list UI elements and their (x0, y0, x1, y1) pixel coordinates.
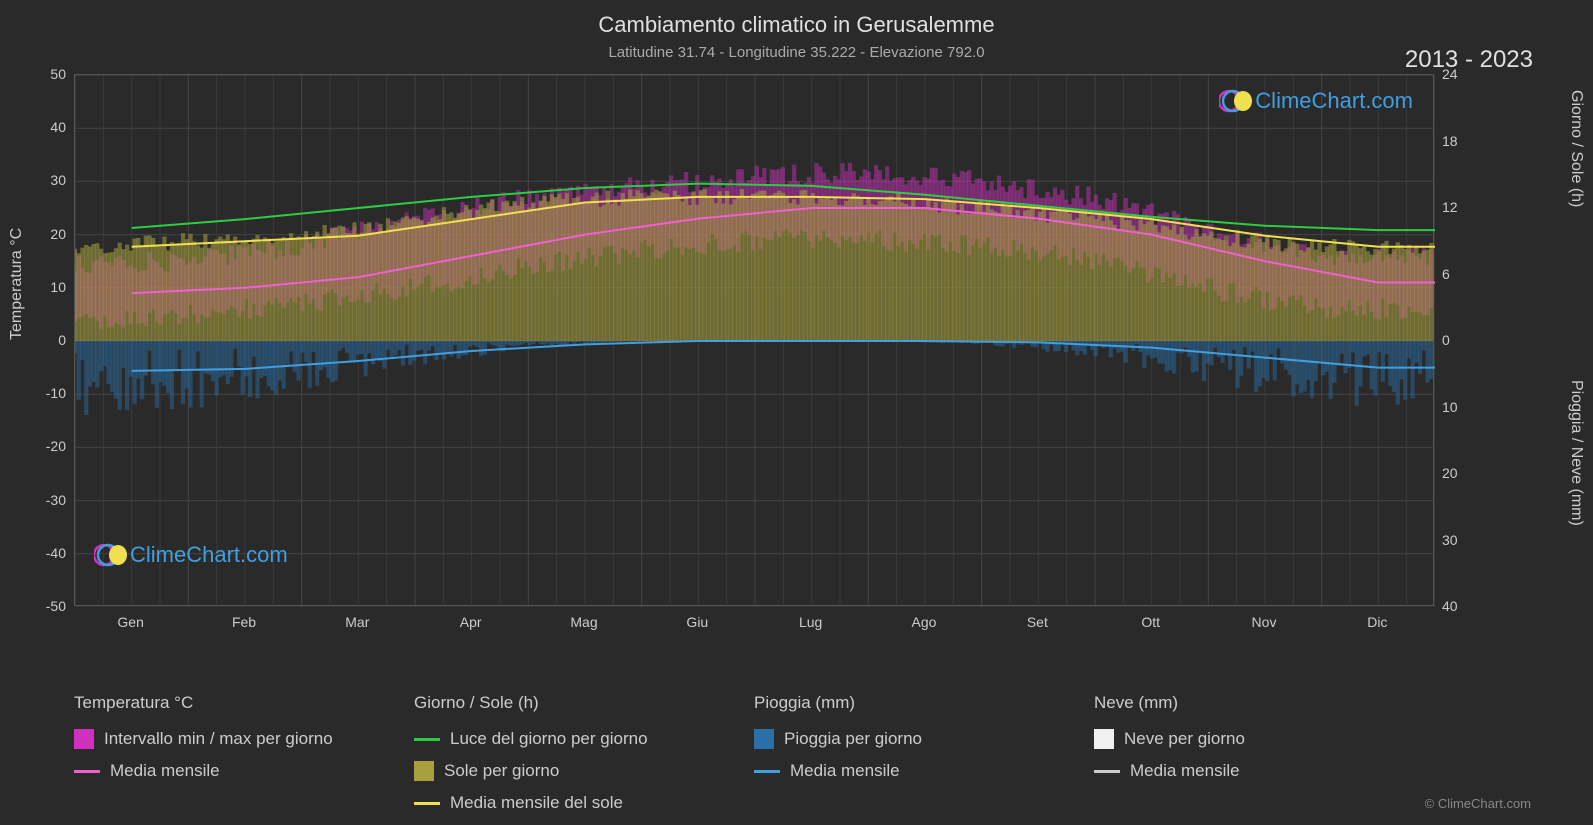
tick-label: Mag (570, 614, 597, 630)
tick-label: Giu (686, 614, 708, 630)
tick-label: 10 (26, 279, 66, 295)
tick-label: 30 (1442, 532, 1458, 548)
tick-label: 0 (1442, 332, 1450, 348)
legend-header: Giorno / Sole (h) (414, 693, 754, 713)
swatch-icon (1094, 729, 1114, 749)
swatch-icon (74, 729, 94, 749)
tick-label: Gen (117, 614, 143, 630)
legend-item: Intervallo min / max per giorno (74, 729, 414, 749)
legend-label: Neve per giorno (1124, 729, 1245, 749)
legend-label: Media mensile (790, 761, 900, 781)
legend-label: Pioggia per giorno (784, 729, 922, 749)
watermark-bottom: ClimeChart.com (94, 540, 288, 570)
watermark-text: ClimeChart.com (1255, 88, 1413, 114)
tick-label: Ott (1141, 614, 1160, 630)
logo-icon (1219, 86, 1249, 116)
tick-label: Feb (232, 614, 256, 630)
logo-icon (94, 540, 124, 570)
tick-label: 30 (26, 172, 66, 188)
tick-label: 20 (1442, 465, 1458, 481)
tick-label: -40 (26, 545, 66, 561)
legend-header: Pioggia (mm) (754, 693, 1094, 713)
legend-item: Media mensile (74, 761, 414, 781)
swatch-icon (754, 729, 774, 749)
tick-label: Mar (345, 614, 369, 630)
tick-label: 50 (26, 66, 66, 82)
legend-header: Neve (mm) (1094, 693, 1434, 713)
tick-label: 12 (1442, 199, 1458, 215)
plot-area (74, 74, 1434, 606)
tick-label: Nov (1252, 614, 1277, 630)
legend-label: Intervallo min / max per giorno (104, 729, 333, 749)
watermark-text: ClimeChart.com (130, 542, 288, 568)
y-axis-right-top-label: Giorno / Sole (h) (1567, 90, 1585, 207)
legend-header: Temperatura °C (74, 693, 414, 713)
tick-label: -30 (26, 492, 66, 508)
swatch-icon (74, 770, 100, 773)
legend-item: Sole per giorno (414, 761, 754, 781)
legend-label: Sole per giorno (444, 761, 559, 781)
tick-label: -50 (26, 598, 66, 614)
date-range: 2013 - 2023 (1405, 46, 1533, 74)
swatch-icon (1094, 770, 1120, 773)
legend-item: Media mensile del sole (414, 793, 754, 813)
legend-label: Luce del giorno per giorno (450, 729, 648, 749)
tick-label: -20 (26, 438, 66, 454)
chart-title: Cambiamento climatico in Gerusalemme (0, 0, 1593, 38)
legend-label: Media mensile del sole (450, 793, 623, 813)
tick-label: 18 (1442, 133, 1458, 149)
copyright: © ClimeChart.com (1425, 796, 1531, 811)
y-axis-left-label: Temperatura °C (8, 228, 26, 340)
legend-col-snow: Neve (mm) Neve per giorno Media mensile (1094, 693, 1434, 813)
tick-label: Dic (1367, 614, 1387, 630)
legend: Temperatura °C Intervallo min / max per … (74, 693, 1434, 813)
legend-item: Neve per giorno (1094, 729, 1434, 749)
legend-item: Pioggia per giorno (754, 729, 1094, 749)
legend-label: Media mensile (1130, 761, 1240, 781)
legend-item: Luce del giorno per giorno (414, 729, 754, 749)
chart-subtitle: Latitudine 31.74 - Longitudine 35.222 - … (0, 38, 1593, 61)
legend-item: Media mensile (754, 761, 1094, 781)
y-axis-right-bottom-label: Pioggia / Neve (mm) (1567, 380, 1585, 526)
tick-label: Set (1027, 614, 1048, 630)
tick-label: -10 (26, 385, 66, 401)
watermark-top: ClimeChart.com (1219, 86, 1413, 116)
tick-label: Lug (799, 614, 822, 630)
tick-label: 20 (26, 226, 66, 242)
swatch-icon (754, 770, 780, 773)
tick-label: 6 (1442, 266, 1450, 282)
swatch-icon (414, 738, 440, 741)
legend-label: Media mensile (110, 761, 220, 781)
tick-label: 40 (1442, 598, 1458, 614)
legend-item: Media mensile (1094, 761, 1434, 781)
tick-label: 24 (1442, 66, 1458, 82)
tick-label: 0 (26, 332, 66, 348)
plot-svg (75, 75, 1435, 607)
legend-col-daylight: Giorno / Sole (h) Luce del giorno per gi… (414, 693, 754, 813)
tick-label: Apr (460, 614, 482, 630)
legend-col-temperature: Temperatura °C Intervallo min / max per … (74, 693, 414, 813)
chart-container: Cambiamento climatico in Gerusalemme Lat… (0, 0, 1593, 825)
tick-label: Ago (912, 614, 937, 630)
swatch-icon (414, 802, 440, 805)
tick-label: 10 (1442, 399, 1458, 415)
swatch-icon (414, 761, 434, 781)
tick-label: 40 (26, 119, 66, 135)
legend-col-rain: Pioggia (mm) Pioggia per giorno Media me… (754, 693, 1094, 813)
